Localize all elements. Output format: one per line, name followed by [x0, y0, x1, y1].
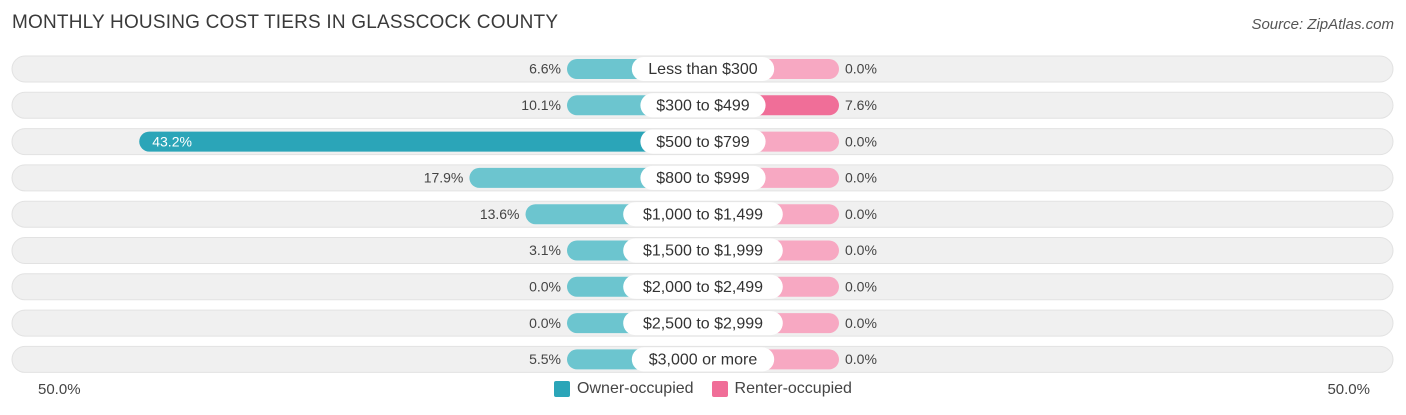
axis-right-label: 50.0%: [1327, 381, 1370, 398]
renter-value-label: 0.0%: [845, 279, 877, 295]
legend-label-owner: Owner-occupied: [577, 380, 694, 397]
category-label: $2,000 to $2,499: [643, 279, 763, 296]
owner-bar: [139, 131, 704, 152]
chart-source: Source: ZipAtlas.com: [1251, 16, 1394, 33]
renter-value-label: 0.0%: [845, 351, 877, 367]
renter-value-label: 0.0%: [845, 61, 877, 77]
category-label: $3,000 or more: [649, 352, 758, 369]
owner-value-label: 13.6%: [480, 206, 520, 222]
renter-value-label: 0.0%: [845, 133, 877, 149]
chart: 6.6% 0.0% Less than $300 10.1% 7.6% $300 to $…: [11, 55, 1394, 373]
axis-left-label: 50.0%: [38, 381, 81, 398]
legend-swatch-owner: [554, 381, 571, 397]
category-label-pill: [623, 238, 783, 263]
category-label-pill: [640, 165, 766, 190]
category-label: $1,000 to $1,499: [643, 206, 763, 223]
renter-value-label: 0.0%: [845, 242, 877, 258]
category-label-pill: [640, 129, 766, 154]
legend-swatch-renter: [711, 381, 728, 397]
legend-item-owner: Owner-occupied: [554, 380, 694, 398]
owner-value-label: 6.6%: [529, 61, 561, 77]
category-label-pill: [623, 311, 783, 336]
category-label: $300 to $499: [656, 98, 750, 115]
category-label-pill: [640, 93, 766, 118]
renter-value-label: 0.0%: [845, 315, 877, 331]
category-label-pill: [623, 202, 783, 227]
legend-label-renter: Renter-occupied: [734, 380, 852, 397]
category-label: $800 to $999: [656, 170, 750, 187]
legend-item-renter: Renter-occupied: [711, 380, 852, 398]
category-label-pill: [623, 274, 783, 299]
category-label-pill: [631, 347, 775, 372]
legend: Owner-occupied Renter-occupied: [0, 380, 1406, 398]
renter-value-label: 0.0%: [845, 206, 877, 222]
category-label: $1,500 to $1,999: [643, 243, 763, 260]
category-label-pill: [631, 57, 775, 81]
category-label: $2,500 to $2,999: [643, 315, 763, 332]
owner-value-label: 43.2%: [152, 133, 192, 149]
owner-value-label: 3.1%: [529, 242, 561, 258]
owner-value-label: 0.0%: [529, 315, 561, 331]
owner-value-label: 0.0%: [529, 279, 561, 295]
owner-value-label: 10.1%: [521, 97, 561, 113]
renter-value-label: 0.0%: [845, 170, 877, 186]
owner-value-label: 5.5%: [529, 351, 561, 367]
category-label: $500 to $799: [656, 134, 750, 151]
chart-title: MONTHLY HOUSING COST TIERS IN GLASSCOCK …: [12, 12, 559, 33]
owner-value-label: 17.9%: [424, 170, 464, 186]
category-label: Less than $300: [648, 61, 758, 78]
renter-value-label: 7.6%: [845, 97, 877, 113]
